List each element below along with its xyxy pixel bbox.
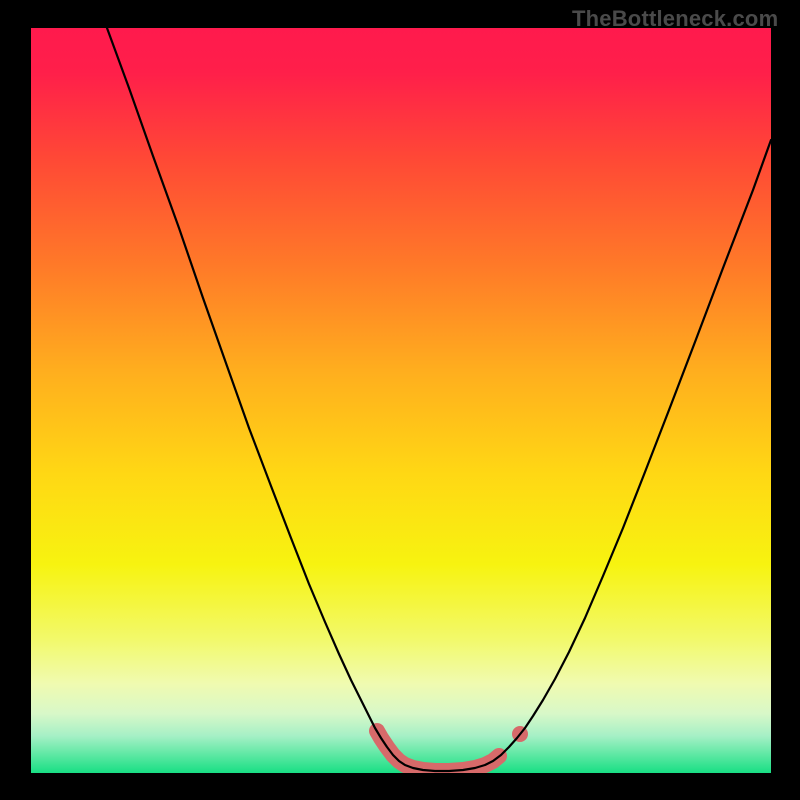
bottleneck-v-curve-chart xyxy=(31,28,771,773)
chart-frame: TheBottleneck.com xyxy=(0,0,800,800)
plot-background xyxy=(31,28,771,773)
watermark-text: TheBottleneck.com xyxy=(572,6,778,32)
